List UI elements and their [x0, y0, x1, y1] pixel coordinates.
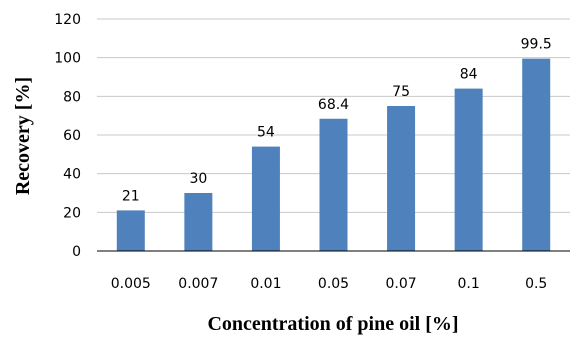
y-tick-label: 0: [72, 244, 81, 260]
data-label-0.01: 54: [257, 125, 275, 141]
y-axis-ticks: 0 20 40 60 80 100 120: [54, 12, 81, 260]
data-label-0.007: 30: [189, 171, 207, 187]
bars: [116, 58, 551, 252]
data-label-0.005: 21: [122, 188, 140, 204]
x-tick-label-0.5: 0.5: [525, 276, 547, 292]
x-axis-ticks: 0.005 0.007 0.01 0.05 0.07 0.1 0.5: [111, 276, 548, 292]
data-label-0.05: 68.4: [318, 97, 349, 113]
y-tick-label: 40: [63, 167, 81, 183]
y-tick-label: 80: [63, 89, 81, 105]
x-tick-label-0.01: 0.01: [250, 276, 281, 292]
bar-0.05: [319, 118, 348, 251]
y-tick-label: 20: [63, 205, 81, 221]
x-tick-label-0.007: 0.007: [178, 276, 218, 292]
x-tick-label-0.05: 0.05: [318, 276, 349, 292]
y-tick-label: 120: [54, 12, 81, 28]
bar-0.1: [454, 88, 483, 251]
y-tick-label: 100: [54, 51, 81, 67]
x-tick-label-0.1: 0.1: [458, 276, 480, 292]
bar-0.07: [387, 106, 416, 251]
x-tick-label-0.005: 0.005: [111, 276, 151, 292]
data-label-0.1: 84: [460, 67, 478, 83]
x-tick-label-0.07: 0.07: [385, 276, 416, 292]
data-labels: 21 30 54 68.4 75 84 99.5: [122, 37, 552, 205]
bar-0.5: [522, 58, 551, 252]
bar-0.005: [116, 210, 145, 251]
data-label-0.07: 75: [392, 84, 410, 100]
bar-0.01: [251, 146, 280, 251]
y-axis-title: Recovery [%]: [12, 77, 34, 195]
x-axis-title: Concentration of pine oil [%]: [207, 313, 458, 335]
data-label-0.5: 99.5: [521, 37, 552, 53]
y-tick-label: 60: [63, 128, 81, 144]
bar-0.007: [184, 193, 213, 251]
